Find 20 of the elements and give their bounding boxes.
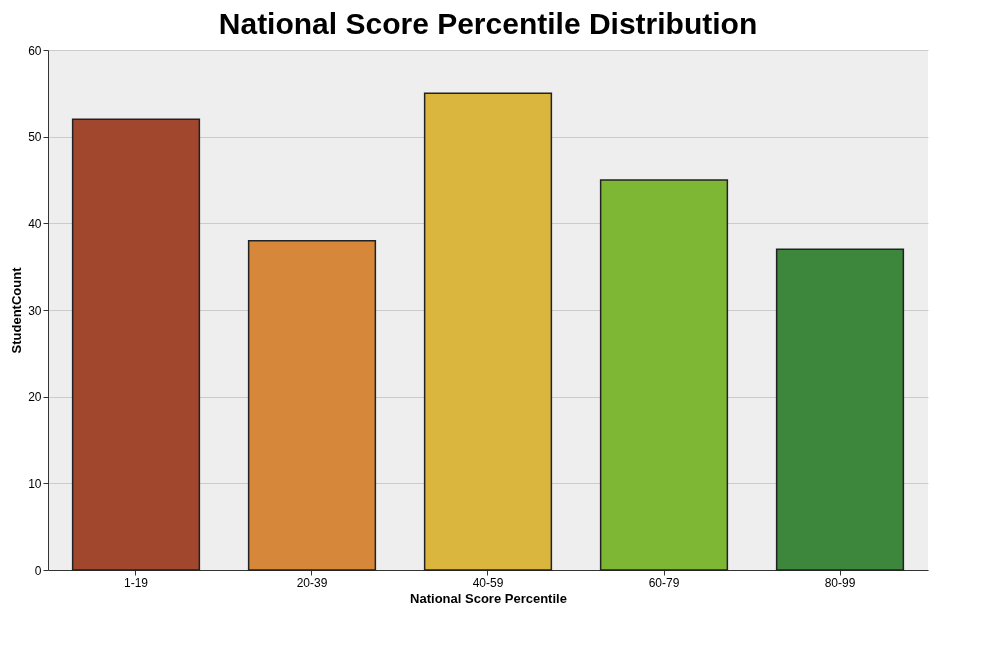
y-tick-label: 50	[28, 130, 42, 145]
y-tick-label: 60	[28, 43, 42, 58]
x-tick-label: 60-79	[648, 575, 680, 590]
y-tick-label: 20	[28, 390, 42, 405]
bar	[599, 179, 729, 571]
x-tick-label: 80-99	[824, 575, 856, 590]
chart-title: National Score Percentile Distribution	[218, 7, 758, 40]
x-axis-title: National Score Percentile	[410, 590, 567, 606]
bar	[775, 248, 905, 571]
bar	[71, 118, 201, 571]
bar	[247, 239, 377, 571]
x-tick-label: 1-19	[123, 575, 149, 590]
x-tick-label: 40-59	[472, 575, 504, 590]
y-tick-label: 40	[28, 216, 42, 231]
y-tick-label: 10	[28, 476, 42, 491]
y-tick-label: 0	[34, 563, 42, 578]
x-tick-label: 20-39	[296, 575, 328, 590]
y-axis-title: StudentCount	[9, 266, 25, 354]
y-tick-label: 30	[28, 303, 42, 318]
bar	[423, 92, 553, 571]
